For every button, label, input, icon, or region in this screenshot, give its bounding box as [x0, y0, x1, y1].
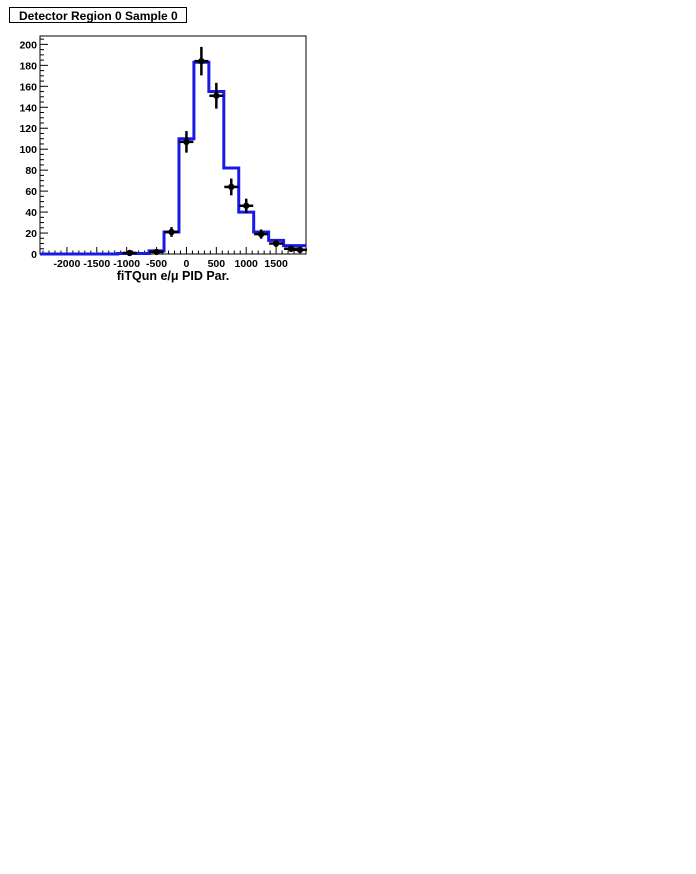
y-axis: 0 20 40 60 80 100 120 140 160 180 200 [19, 38, 48, 261]
y-tick-label: 120 [19, 123, 37, 135]
x-tick-label: -500 [146, 258, 167, 270]
x-tick-label: -2000 [53, 258, 80, 270]
y-tick-label: 200 [19, 39, 37, 51]
x-tick-label: 1000 [235, 258, 259, 270]
data-marker [243, 202, 250, 209]
y-tick-label: 20 [25, 228, 37, 240]
y-tick-label: 100 [19, 144, 37, 156]
x-tick-label: 0 [184, 258, 190, 270]
data-marker [168, 228, 175, 236]
plot-frame [39, 35, 307, 255]
data-marker [126, 249, 133, 257]
x-tick-label: 1500 [264, 258, 288, 270]
x-tick-label: -1000 [113, 258, 140, 270]
data-marker [287, 245, 295, 252]
y-tick-label: 60 [25, 186, 37, 198]
x-tick-label: 500 [208, 258, 226, 270]
data-marker [183, 138, 190, 146]
data-marker [272, 240, 280, 247]
mc-histogram-line [40, 60, 306, 256]
data-point [194, 46, 209, 76]
y-tick-label: 0 [31, 249, 37, 261]
x-tick-label: -1500 [83, 258, 110, 270]
y-tick-label: 80 [25, 165, 37, 177]
data-point [239, 198, 254, 213]
data-point [122, 249, 137, 257]
y-tick-label: 40 [25, 207, 37, 219]
y-tick-label: 140 [19, 102, 37, 114]
data-marker [228, 183, 235, 191]
data-point [293, 246, 308, 254]
data-marker [153, 248, 160, 256]
y-tick-label: 160 [19, 81, 37, 93]
data-point [179, 131, 194, 153]
data-point [254, 229, 269, 239]
data-marker [296, 246, 304, 254]
data-marker [213, 92, 220, 99]
data-marker [257, 230, 265, 238]
data-point [269, 240, 284, 247]
x-axis: -2000 -1500 -1000 -500 0 500 1000 1500 [42, 247, 301, 270]
y-tick-label: 180 [19, 60, 37, 72]
data-points [122, 46, 308, 257]
data-point [164, 227, 179, 237]
data-point [149, 248, 164, 256]
data-point [224, 178, 239, 196]
data-marker [198, 57, 205, 65]
x-axis-title: fiTQun e/μ PID Par. [117, 269, 230, 283]
chart-title: Detector Region 0 Sample 0 [9, 7, 187, 23]
data-point [209, 82, 224, 109]
